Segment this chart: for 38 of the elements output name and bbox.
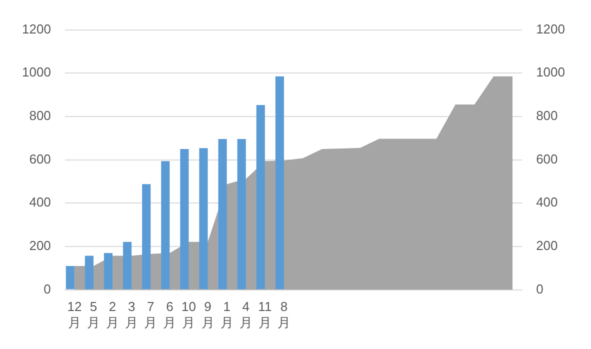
y-tick-label: 600 — [29, 151, 51, 166]
bar — [161, 161, 170, 290]
x-tick-label: 7月 — [144, 299, 158, 330]
y2-tick-label: 600 — [536, 151, 558, 166]
y-tick-label: 200 — [29, 238, 51, 254]
x-tick-label: 10月 — [182, 299, 196, 330]
x-tick-label: 6月 — [163, 299, 176, 330]
bar — [84, 256, 94, 290]
y-tick-label: 800 — [29, 108, 51, 124]
x-tick-label: 5月 — [86, 299, 100, 330]
y2-tick-label: 400 — [536, 194, 558, 210]
x-tick-label: 9月 — [201, 299, 214, 330]
y-tick-label: 0 — [44, 281, 51, 296]
x-tick-label: 8月 — [277, 299, 290, 330]
x-tick-label: 1月 — [220, 299, 234, 330]
bar — [256, 104, 265, 290]
x-tick-label: 2月 — [106, 299, 120, 330]
bar — [104, 252, 113, 290]
bar — [180, 148, 189, 290]
bar — [199, 148, 208, 290]
x-tick-label: 12月 — [67, 299, 82, 330]
bar — [66, 266, 74, 290]
bar — [142, 184, 151, 290]
bar — [275, 76, 284, 290]
y-tick-label: 1200 — [22, 21, 51, 36]
x-tick-label: 3月 — [125, 299, 138, 330]
y-tick-label: 400 — [29, 194, 51, 210]
y2-tick-label: 0 — [536, 281, 544, 296]
y2-tick-label: 800 — [536, 108, 558, 124]
x-tick-label: 11月 — [258, 299, 272, 330]
y2-tick-label: 200 — [536, 238, 558, 254]
y2-tick-label: 1000 — [536, 64, 565, 80]
bar — [237, 139, 246, 290]
bar — [123, 242, 132, 290]
bar — [218, 139, 227, 290]
x-tick-label: 4月 — [239, 299, 252, 330]
y-tick-label: 1000 — [22, 64, 51, 80]
y2-tick-label: 1200 — [536, 21, 565, 36]
